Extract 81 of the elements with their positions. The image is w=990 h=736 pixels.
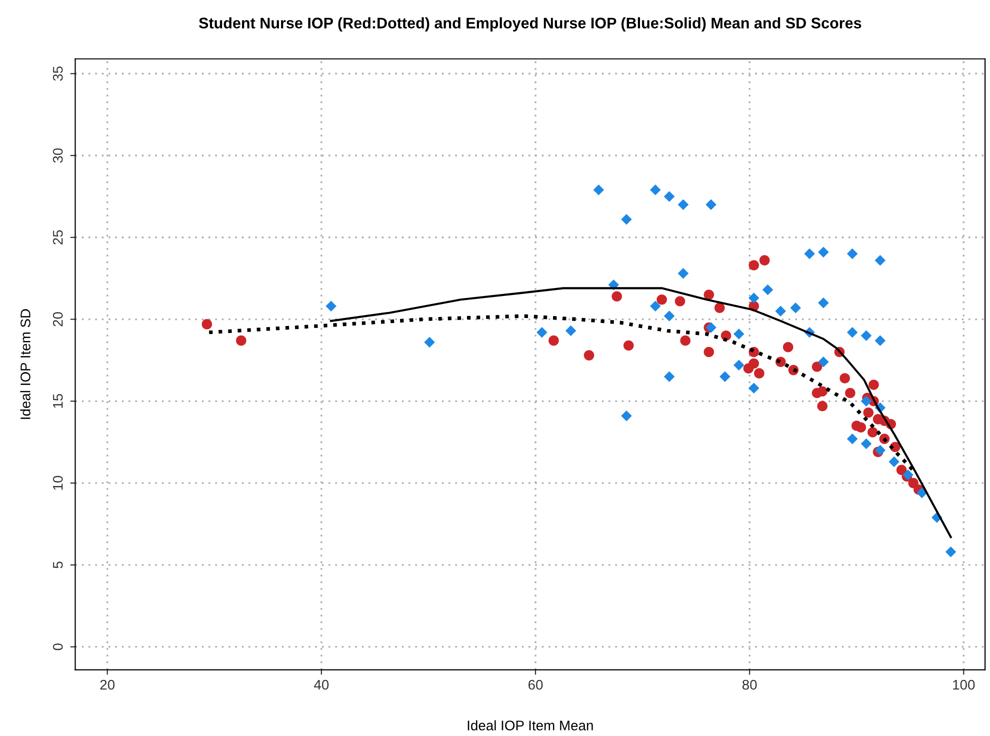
point bbox=[704, 346, 714, 358]
point bbox=[680, 335, 690, 346]
point bbox=[874, 254, 886, 266]
y-tick-label: 5 bbox=[53, 562, 63, 568]
point bbox=[674, 296, 686, 306]
point bbox=[790, 302, 801, 314]
point bbox=[846, 433, 858, 444]
point bbox=[868, 380, 879, 390]
point bbox=[548, 335, 559, 346]
point bbox=[860, 438, 872, 450]
point bbox=[612, 291, 622, 302]
point bbox=[650, 300, 661, 312]
point bbox=[748, 292, 760, 304]
point bbox=[812, 362, 822, 372]
point bbox=[593, 184, 604, 196]
point bbox=[846, 248, 858, 260]
y-tick-label: 20 bbox=[52, 312, 63, 326]
point bbox=[868, 427, 878, 438]
point bbox=[664, 371, 675, 382]
point bbox=[845, 388, 856, 398]
point bbox=[656, 294, 667, 305]
point bbox=[621, 214, 632, 225]
point bbox=[804, 248, 815, 260]
point bbox=[860, 330, 872, 342]
point bbox=[754, 368, 764, 378]
point bbox=[678, 268, 689, 279]
y-axis-title: Ideal IOP Item SD bbox=[20, 309, 30, 419]
point bbox=[664, 191, 675, 202]
point bbox=[706, 199, 716, 210]
point bbox=[733, 328, 744, 340]
point bbox=[818, 356, 829, 368]
point bbox=[945, 546, 956, 558]
point bbox=[714, 302, 725, 313]
point bbox=[536, 327, 548, 338]
point bbox=[916, 488, 928, 498]
point bbox=[860, 396, 872, 407]
point bbox=[236, 335, 246, 346]
x-tick-label: 80 bbox=[742, 680, 757, 690]
y-tick-label: 30 bbox=[52, 148, 63, 163]
y-tick-label: 25 bbox=[52, 230, 63, 244]
y-tick-label: 10 bbox=[52, 476, 63, 490]
point bbox=[748, 260, 759, 270]
point bbox=[748, 382, 760, 394]
point bbox=[743, 363, 754, 374]
point bbox=[664, 310, 675, 322]
y-tick-label: 15 bbox=[53, 394, 63, 408]
point bbox=[874, 444, 886, 456]
point bbox=[565, 325, 576, 336]
point bbox=[326, 300, 336, 312]
point bbox=[856, 422, 866, 433]
point bbox=[863, 407, 874, 418]
point bbox=[817, 400, 828, 412]
point bbox=[818, 246, 829, 258]
point bbox=[424, 336, 435, 348]
point bbox=[782, 342, 794, 352]
point bbox=[775, 306, 786, 316]
y-tick-label: 0 bbox=[52, 644, 63, 650]
point bbox=[678, 199, 689, 210]
x-tick-label: 60 bbox=[528, 680, 543, 690]
chart-title: Student Nurse IOP (Red:Dotted) and Employed Nurse IOP (Blue:Solid) Mean and SD Scores bbox=[198, 17, 862, 32]
point bbox=[202, 319, 212, 330]
x-tick-label: 40 bbox=[314, 680, 329, 690]
point bbox=[621, 410, 632, 422]
point bbox=[888, 456, 900, 468]
point bbox=[818, 298, 829, 308]
x-axis-title: Ideal IOP Item Mean bbox=[468, 720, 593, 730]
point bbox=[720, 371, 730, 382]
point bbox=[840, 373, 850, 384]
point bbox=[759, 255, 770, 266]
point bbox=[623, 340, 634, 351]
x-tick-label: 20 bbox=[100, 680, 115, 690]
x-tick-label: 100 bbox=[953, 680, 975, 690]
point bbox=[762, 284, 774, 296]
y-tick-label: 35 bbox=[52, 66, 63, 81]
point bbox=[874, 335, 886, 346]
point bbox=[817, 386, 828, 396]
point bbox=[846, 327, 858, 338]
point bbox=[733, 360, 744, 371]
point bbox=[704, 290, 714, 300]
point bbox=[584, 350, 594, 360]
point bbox=[650, 184, 661, 196]
